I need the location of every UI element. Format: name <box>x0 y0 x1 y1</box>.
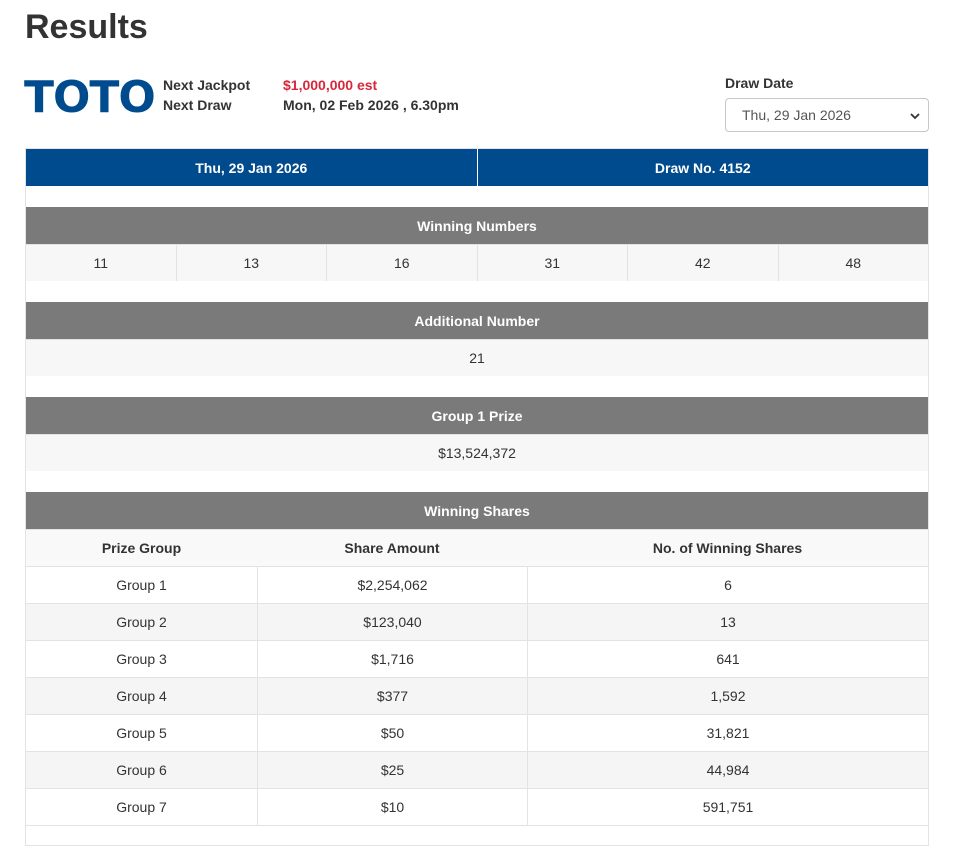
chevron-down-icon <box>910 113 920 120</box>
winning-number: 31 <box>476 245 628 281</box>
table-row: Group 6 $25 44,984 <box>26 751 928 788</box>
next-jackpot-value: $1,000,000 est <box>283 77 378 93</box>
share-amount: $2,254,062 <box>257 567 527 603</box>
winning-shares: 6 <box>527 567 928 603</box>
prize-group: Group 1 <box>116 577 167 593</box>
winning-shares: 641 <box>527 641 928 677</box>
table-row: Group 7 $10 591,751 <box>26 788 928 825</box>
winning-shares: 591,751 <box>527 789 928 825</box>
share-amount: $10 <box>257 789 527 825</box>
table-row: Group 2 $123,040 13 <box>26 603 928 640</box>
toto-logo: TOTO <box>24 72 156 123</box>
page-title: Results <box>25 8 148 46</box>
results-panel: Thu, 29 Jan 2026 Draw No. 4152 Winning N… <box>25 148 929 846</box>
prize-group: Group 3 <box>116 651 167 667</box>
table-row: Group 3 $1,716 641 <box>26 640 928 677</box>
additional-number: 21 <box>26 339 928 376</box>
draw-date-selected: Thu, 29 Jan 2026 <box>742 107 851 123</box>
draw-header: Thu, 29 Jan 2026 Draw No. 4152 <box>26 149 928 186</box>
winning-numbers-heading: Winning Numbers <box>26 207 928 244</box>
prize-group: Group 7 <box>116 799 167 815</box>
additional-number-heading: Additional Number <box>26 302 928 339</box>
winning-numbers-row: 11 13 16 31 42 48 <box>26 244 928 281</box>
winning-number: 48 <box>777 245 929 281</box>
winning-number: 42 <box>627 245 778 281</box>
prize-group: Group 2 <box>116 614 167 630</box>
prize-group: Group 5 <box>116 725 167 741</box>
jackpot-info: Next Jackpot $1,000,000 est Next Draw Mo… <box>163 75 459 115</box>
table-row: Group 1 $2,254,062 6 <box>26 566 928 603</box>
winning-number: 13 <box>175 245 327 281</box>
winning-number: 16 <box>326 245 477 281</box>
table-row: Group 5 $50 31,821 <box>26 714 928 751</box>
prize-group: Group 6 <box>116 762 167 778</box>
col-prize-group: Prize Group <box>101 540 182 556</box>
draw-number-heading: Draw No. 4152 <box>476 149 929 186</box>
shares-table-header: Prize Group Share Amount No. of Winning … <box>26 529 928 566</box>
prize-group: Group 4 <box>116 688 167 704</box>
next-jackpot-label: Next Jackpot <box>163 77 251 93</box>
winning-shares: 31,821 <box>527 715 928 751</box>
winning-shares: 44,984 <box>527 752 928 788</box>
winning-shares-heading: Winning Shares <box>26 492 928 529</box>
share-amount: $377 <box>257 678 527 714</box>
next-draw-label: Next Draw <box>163 97 232 113</box>
share-amount: $123,040 <box>257 604 527 640</box>
draw-date-label: Draw Date <box>725 75 794 91</box>
share-amount: $1,716 <box>257 641 527 677</box>
winning-shares: 13 <box>527 604 928 640</box>
table-row: Group 4 $377 1,592 <box>26 677 928 714</box>
winning-shares: 1,592 <box>527 678 928 714</box>
col-winning-shares: No. of Winning Shares <box>652 540 803 556</box>
share-amount: $25 <box>257 752 527 788</box>
group1-prize-heading: Group 1 Prize <box>26 397 928 434</box>
group1-prize-value: $13,524,372 <box>26 434 928 471</box>
col-share-amount: Share Amount <box>344 540 440 556</box>
next-draw-value: Mon, 02 Feb 2026 , 6.30pm <box>283 97 459 113</box>
draw-date-select[interactable]: Thu, 29 Jan 2026 <box>725 98 929 132</box>
winning-number: 11 <box>93 255 109 271</box>
draw-date-heading: Thu, 29 Jan 2026 <box>195 159 308 176</box>
share-amount: $50 <box>257 715 527 751</box>
